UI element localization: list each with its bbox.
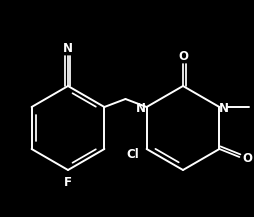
Text: N: N <box>135 102 145 115</box>
Text: O: O <box>241 153 251 166</box>
Text: O: O <box>177 49 187 62</box>
Text: Cl: Cl <box>126 148 138 161</box>
Text: N: N <box>218 102 229 115</box>
Text: F: F <box>64 176 72 189</box>
Text: N: N <box>63 41 73 54</box>
